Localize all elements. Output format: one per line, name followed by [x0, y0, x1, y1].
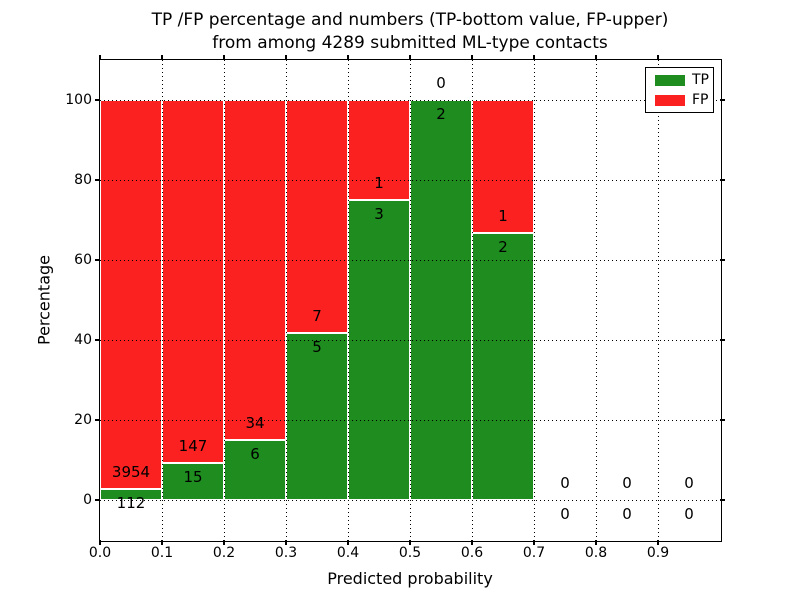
tp-count-label: 0: [622, 505, 632, 523]
x-tick-mark-top: [99, 55, 101, 60]
x-tick-label: 0.4: [336, 545, 360, 561]
fp-legend-label: FP: [692, 92, 709, 108]
v-gridline: [472, 60, 473, 540]
y-tick-mark: [95, 499, 100, 501]
fp-count-label: 0: [436, 74, 446, 92]
x-tick-label: 0.7: [522, 545, 546, 561]
v-gridline: [410, 60, 411, 540]
tp-count-label: 2: [436, 105, 446, 123]
x-tick-mark: [409, 540, 411, 545]
tp-count-label: 0: [560, 505, 570, 523]
x-tick-mark-top: [347, 55, 349, 60]
tp-count-label: 5: [312, 338, 322, 357]
v-gridline: [348, 60, 349, 540]
tp-count-label: 2: [498, 238, 508, 257]
x-tick-mark: [471, 540, 473, 545]
y-tick-mark-right: [720, 339, 725, 341]
x-tick-label: 0.2: [212, 545, 236, 561]
fp-bar-segment: [100, 100, 162, 489]
v-gridline: [534, 60, 535, 540]
x-tick-mark-top: [471, 55, 473, 60]
x-tick-label: 0.1: [150, 545, 174, 561]
v-gridline: [224, 60, 225, 540]
tp-bar-segment: [410, 100, 472, 500]
chart-title-block: TP /FP percentage and numbers (TP-bottom…: [100, 9, 720, 55]
tp-count-label: 3: [374, 205, 384, 223]
y-tick-mark-right: [720, 259, 725, 261]
y-tick-mark-right: [720, 419, 725, 421]
fp-bar-segment: [348, 100, 410, 200]
x-tick-mark: [99, 540, 101, 545]
x-tick-mark-top: [657, 55, 659, 60]
fp-count-label: 0: [684, 474, 694, 492]
x-tick-label: 0.5: [398, 545, 422, 561]
tp-count-label: 0: [684, 505, 694, 523]
x-tick-mark-top: [285, 55, 287, 60]
legend: TP FP: [645, 67, 714, 113]
x-tick-mark: [657, 540, 659, 545]
y-tick-mark: [95, 179, 100, 181]
fp-bar-segment: [286, 100, 348, 334]
x-tick-mark: [595, 540, 597, 545]
x-tick-mark-top: [533, 55, 535, 60]
y-tick-mark: [95, 259, 100, 261]
fp-count-label: 0: [560, 474, 570, 492]
y-tick-label: 20: [74, 412, 92, 428]
y-tick-label: 0: [83, 492, 92, 508]
y-tick-mark: [95, 99, 100, 101]
x-tick-mark: [161, 540, 163, 545]
y-axis-label: Percentage: [34, 254, 54, 346]
chart-subtitle: from among 4289 submitted ML-type contac…: [212, 33, 608, 53]
tp-bar-segment: [224, 440, 286, 500]
x-tick-label: 0.6: [460, 545, 484, 561]
fp-count-label: 1: [498, 207, 508, 226]
x-tick-mark: [223, 540, 225, 545]
x-tick-mark: [533, 540, 535, 545]
y-tick-mark: [95, 339, 100, 341]
fp-count-label: 34: [245, 414, 265, 432]
tp-bar-segment: [472, 233, 534, 500]
y-tick-label: 100: [65, 92, 92, 108]
tp-legend-label: TP: [692, 72, 709, 88]
fp-legend-swatch: [655, 95, 685, 106]
tp-bar-segment: [100, 489, 162, 500]
tp-bar-segment: [348, 200, 410, 500]
fp-count-label: 1: [374, 174, 384, 192]
y-tick-label: 80: [74, 172, 92, 188]
x-tick-mark: [347, 540, 349, 545]
y-tick-mark-right: [720, 499, 725, 501]
x-tick-mark: [285, 540, 287, 545]
x-tick-mark-top: [409, 55, 411, 60]
fp-count-label: 0: [622, 474, 632, 492]
fp-count-label: 7: [312, 307, 322, 326]
y-tick-label: 60: [74, 252, 92, 268]
y-tick-label: 40: [74, 332, 92, 348]
v-gridline: [162, 60, 163, 540]
x-tick-mark-top: [595, 55, 597, 60]
fp-count-label: 147: [178, 436, 208, 455]
x-tick-label: 0.0: [88, 545, 112, 561]
tp-legend-swatch: [655, 75, 685, 86]
y-tick-mark-right: [720, 99, 725, 101]
x-tick-label: 0.9: [646, 545, 670, 561]
x-axis-label: Predicted probability: [327, 569, 493, 588]
tp-bar-segment: [286, 333, 348, 500]
y-tick-mark-right: [720, 179, 725, 181]
tp-count-label: 6: [250, 445, 260, 463]
x-tick-label: 0.8: [584, 545, 608, 561]
x-tick-mark-top: [161, 55, 163, 60]
v-gridline: [658, 60, 659, 540]
fp-bar-segment: [224, 100, 286, 440]
fp-count-label: 3954: [111, 463, 151, 481]
y-tick-mark: [95, 419, 100, 421]
chart-title: TP /FP percentage and numbers (TP-bottom…: [151, 10, 669, 30]
fp-bar-segment: [162, 100, 224, 463]
tp-count-label: 15: [183, 467, 203, 486]
v-gridline: [596, 60, 597, 540]
v-gridline: [286, 60, 287, 540]
tp-count-label: 112: [116, 494, 146, 512]
x-tick-mark-top: [223, 55, 225, 60]
x-tick-label: 0.3: [274, 545, 298, 561]
